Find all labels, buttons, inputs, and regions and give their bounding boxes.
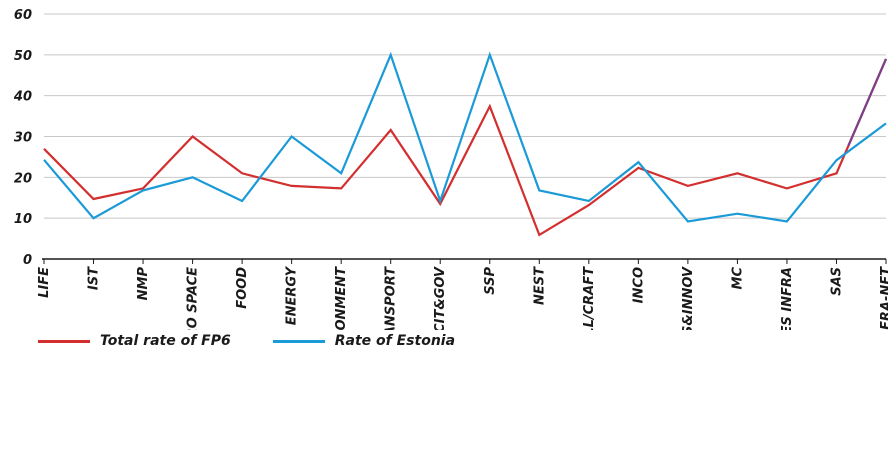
series-line-fp6-last-segment [847, 58, 888, 146]
x-tick-label: FOOD [235, 267, 250, 309]
x-tick-label: NEST [532, 266, 547, 305]
x-tick-label: RES&INNOV [681, 266, 696, 330]
x-tick-label: SAS [829, 267, 844, 296]
x-tick-label: INCO [631, 267, 646, 303]
legend: Total rate of FP6 Rate of Estonia [38, 333, 455, 349]
legend-item-fp6: Total rate of FP6 [38, 333, 231, 349]
legend-swatch-fp6 [38, 339, 90, 343]
x-tick-label: ENERGY [285, 265, 300, 325]
x-tick-label: LIFE [37, 267, 52, 298]
legend-item-estonia: Rate of Estonia [272, 333, 456, 349]
x-tick-label: AERO SPACE [186, 267, 201, 330]
legend-label-estonia: Rate of Estonia [334, 333, 456, 349]
y-tick-label: 0 [23, 253, 32, 268]
y-tick-label: 10 [14, 212, 32, 227]
y-tick-label: 20 [14, 171, 32, 186]
x-axis-ticks: LIFE IST NMP AERO SPACE FOOD ENERGY ENVIRONMEN… [37, 259, 888, 330]
y-tick-label: 40 [13, 90, 32, 105]
x-tick-label: RES INFRA [780, 267, 795, 330]
x-tick-label: MC [730, 267, 745, 290]
x-tick-label: COLL/CRAFT [582, 266, 597, 330]
y-axis-ticks: 0 10 20 30 40 50 60 [13, 8, 32, 268]
y-tick-label: 50 [14, 49, 32, 64]
series-lines [43, 51, 888, 237]
line-chart: 0 10 20 30 40 50 60 LIFE IST NMP AERO SPACE FOOD EN… [13, 8, 888, 330]
x-tick-label: CIT&GOV [433, 266, 448, 330]
series-line-fp6 [43, 58, 888, 237]
y-tick-label: 60 [14, 8, 32, 23]
x-tick-label: ERA-NET [879, 266, 888, 330]
legend-label-fp6: Total rate of FP6 [100, 333, 231, 349]
x-tick-label: ENVIRONMENT [334, 266, 349, 330]
x-tick-label: TRANSPORT [384, 266, 399, 330]
x-tick-label: NMP [136, 267, 151, 301]
grid-lines [44, 13, 886, 219]
x-tick-label: SSP [483, 267, 498, 295]
series-line-estonia [43, 51, 887, 223]
legend-swatch-estonia [272, 339, 325, 343]
x-tick-label: IST [87, 266, 102, 290]
y-tick-label: 30 [14, 131, 32, 146]
